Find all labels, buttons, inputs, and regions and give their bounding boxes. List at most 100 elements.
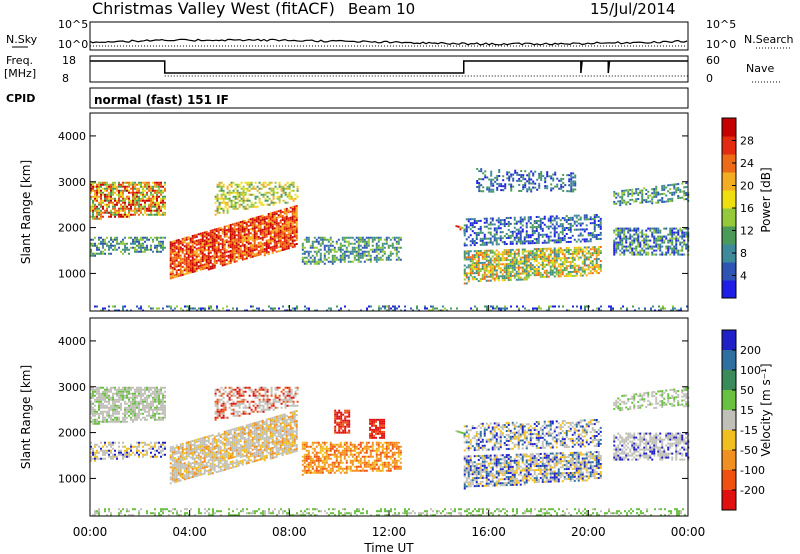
power-cell bbox=[229, 252, 232, 255]
power-cell bbox=[675, 243, 678, 246]
power-cell bbox=[269, 224, 272, 227]
power-cell bbox=[150, 201, 152, 204]
power-cell bbox=[625, 241, 628, 244]
power-cell bbox=[213, 260, 216, 263]
power-cell bbox=[98, 207, 100, 210]
power-cell bbox=[118, 207, 120, 210]
power-cell bbox=[597, 252, 600, 255]
power-cell bbox=[278, 183, 281, 186]
power-cell bbox=[519, 220, 522, 223]
power-cell bbox=[357, 238, 360, 241]
power-cell bbox=[651, 196, 654, 199]
power-cell bbox=[189, 241, 192, 244]
power-cell bbox=[250, 181, 253, 184]
power-cell bbox=[209, 251, 212, 254]
power-cell bbox=[156, 205, 158, 208]
power-cell bbox=[267, 215, 270, 218]
power-cell bbox=[268, 197, 271, 200]
power-cell bbox=[211, 243, 214, 246]
power-cell bbox=[524, 307, 526, 310]
power-cell bbox=[482, 190, 485, 193]
power-cell bbox=[651, 235, 654, 238]
power-cell bbox=[240, 197, 243, 200]
nsky-right-tick-top: 10^5 bbox=[706, 18, 736, 31]
power-cell bbox=[162, 201, 164, 204]
velocity-cell bbox=[118, 406, 120, 409]
power-cell bbox=[469, 228, 472, 231]
power-cell bbox=[268, 183, 271, 186]
power-cell bbox=[199, 244, 202, 247]
power-cell bbox=[331, 262, 334, 265]
power-cell bbox=[583, 270, 586, 273]
power-cell bbox=[215, 250, 218, 253]
power-cell bbox=[241, 222, 244, 225]
power-cell bbox=[679, 235, 682, 238]
power-cell bbox=[199, 252, 202, 255]
power-cell bbox=[534, 170, 537, 173]
power-cell bbox=[549, 271, 552, 274]
power-cell bbox=[199, 238, 202, 241]
power-cell bbox=[309, 256, 312, 259]
power-cell bbox=[489, 257, 492, 260]
power-cell bbox=[629, 247, 632, 250]
power-cell bbox=[288, 195, 291, 198]
power-cell bbox=[251, 249, 254, 252]
power-cell bbox=[503, 219, 506, 222]
velocity-cell bbox=[106, 406, 108, 409]
power-cell bbox=[631, 241, 634, 244]
power-cell bbox=[201, 268, 204, 271]
power-cell bbox=[232, 199, 235, 202]
power-cell bbox=[291, 214, 294, 217]
power-cell bbox=[529, 216, 532, 219]
power-cell bbox=[512, 179, 515, 182]
power-cell bbox=[485, 269, 488, 272]
power-cell bbox=[483, 275, 486, 278]
power-cell bbox=[130, 207, 132, 210]
power-cell bbox=[662, 307, 664, 310]
power-cell bbox=[617, 231, 620, 234]
power-cell bbox=[683, 233, 686, 236]
power-cell bbox=[207, 256, 210, 259]
power-cell bbox=[395, 254, 398, 257]
power-cell bbox=[357, 252, 360, 255]
power-cell bbox=[112, 305, 114, 308]
power-cell bbox=[158, 240, 160, 243]
power-cell bbox=[467, 276, 470, 279]
power-cell bbox=[471, 242, 474, 245]
power-cell bbox=[387, 254, 390, 257]
velocity-cell bbox=[118, 418, 120, 421]
power-cell bbox=[619, 231, 622, 234]
power-cell bbox=[635, 227, 638, 230]
power-cell bbox=[171, 250, 174, 253]
power-cell bbox=[138, 201, 140, 204]
power-cell bbox=[209, 229, 212, 232]
power-cell bbox=[557, 235, 560, 238]
power-cell bbox=[243, 253, 246, 256]
power-cell bbox=[267, 213, 270, 216]
power-cell bbox=[120, 199, 122, 202]
power-cell bbox=[529, 236, 532, 239]
power-cell bbox=[187, 244, 190, 247]
power-cell bbox=[256, 185, 259, 188]
power-cell bbox=[517, 260, 520, 263]
power-cell bbox=[221, 258, 224, 261]
power-cell bbox=[179, 254, 182, 257]
power-cell bbox=[335, 256, 338, 259]
power-cell bbox=[323, 236, 326, 239]
power-cell bbox=[599, 217, 602, 220]
velocity-cell bbox=[106, 386, 108, 389]
power-cell bbox=[233, 230, 236, 233]
power-cell bbox=[341, 256, 344, 259]
power-cell bbox=[623, 193, 626, 196]
power-cell bbox=[259, 243, 262, 246]
power-cell bbox=[235, 224, 238, 227]
power-cell bbox=[563, 235, 566, 238]
power-cell bbox=[520, 176, 523, 179]
power-cell bbox=[469, 274, 472, 277]
power-cell bbox=[222, 201, 225, 204]
power-cell bbox=[549, 249, 552, 252]
power-cell bbox=[158, 195, 160, 198]
power-cell bbox=[383, 252, 386, 255]
power-cell bbox=[563, 249, 566, 252]
power-cell bbox=[503, 221, 506, 224]
